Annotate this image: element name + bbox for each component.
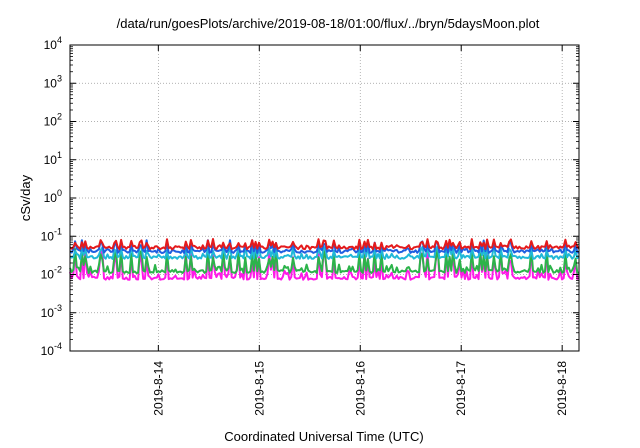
series-line-red (69, 238, 580, 251)
x-axis-label: Coordinated Universal Time (UTC) (224, 429, 423, 444)
grid (70, 45, 579, 351)
y-tick-label: 10-4 (41, 341, 62, 358)
y-tick-label: 10-2 (41, 265, 62, 282)
x-tick-label: 2019-8-17 (454, 361, 468, 416)
series-line-green (69, 247, 579, 274)
chart-title: /data/run/goesPlots/archive/2019-08-18/0… (117, 16, 540, 31)
y-tick-label: 104 (44, 35, 62, 52)
y-tick-label: 103 (44, 73, 62, 90)
y-axis-label: cSv/day (18, 174, 33, 221)
x-axis: 2019-8-14 2019-8-15 2019-8-16 2019-8-17 2019… (151, 45, 569, 416)
x-tick-label: 2019-8-16 (353, 361, 367, 416)
y-axis: 10-4 10-3 10-2 10-1 100 101 102 103 104 (41, 35, 579, 358)
series-group (69, 238, 580, 281)
y-tick-label: 101 (44, 150, 62, 167)
y-tick-label: 10-1 (41, 226, 62, 243)
x-tick-label: 2019-8-18 (555, 361, 569, 416)
series-line-blue (69, 239, 580, 254)
x-tick-label: 2019-8-14 (151, 361, 165, 416)
y-tick-label: 102 (44, 112, 62, 129)
y-tick-label: 10-3 (41, 303, 62, 320)
x-tick-label: 2019-8-15 (252, 361, 266, 416)
y-tick-label: 100 (44, 188, 62, 205)
